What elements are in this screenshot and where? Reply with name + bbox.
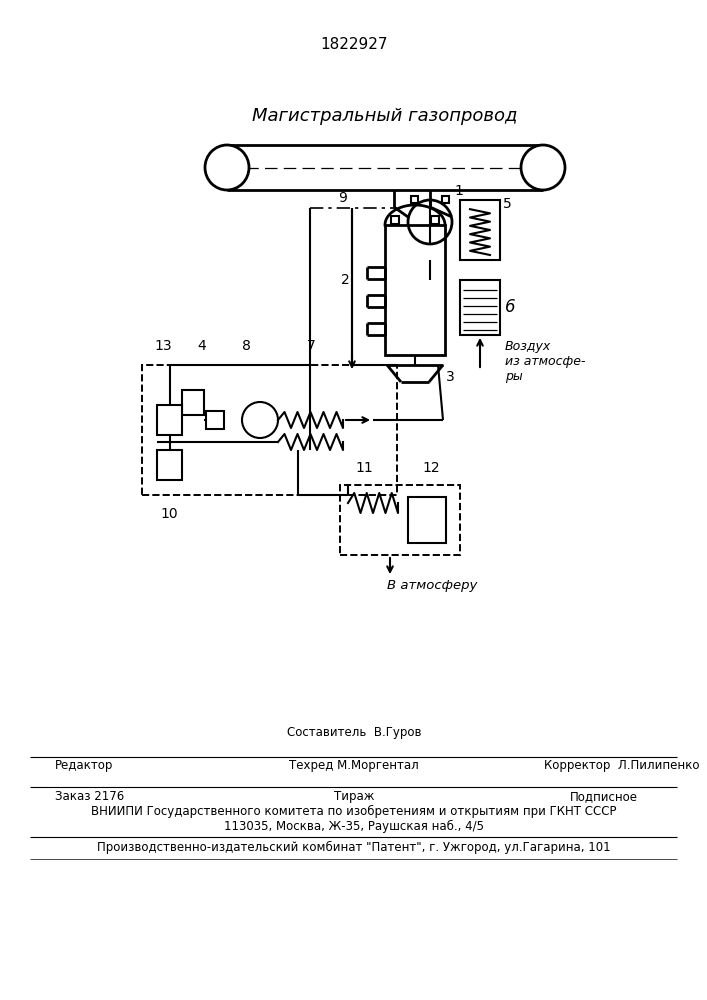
- Text: 13: 13: [154, 339, 172, 353]
- Bar: [460, 280, 500, 335]
- Text: 113035, Москва, Ж-35, Раушская наб., 4/5: 113035, Москва, Ж-35, Раушская наб., 4/5: [224, 820, 484, 833]
- Bar: [408, 497, 446, 543]
- Text: Составитель  В.Гуров: Составитель В.Гуров: [287, 726, 421, 739]
- Text: 6: 6: [505, 298, 515, 316]
- Text: 5: 5: [503, 197, 512, 211]
- Text: 2: 2: [341, 273, 350, 287]
- Text: В атмосферу: В атмосферу: [387, 579, 477, 592]
- Text: Заказ 2176: Заказ 2176: [55, 790, 124, 803]
- Text: Техред М.Моргентал: Техред М.Моргентал: [289, 759, 419, 772]
- Ellipse shape: [521, 145, 565, 190]
- Bar: [206, 411, 224, 429]
- Text: Магистральный газопровод: Магистральный газопровод: [252, 107, 518, 125]
- Bar: [157, 405, 182, 435]
- Text: 11: 11: [355, 461, 373, 475]
- Bar: [460, 200, 500, 260]
- Text: 1822927: 1822927: [320, 37, 387, 52]
- Text: 4: 4: [197, 339, 206, 353]
- Bar: [157, 450, 182, 480]
- Bar: [442, 196, 449, 203]
- Text: Подписное: Подписное: [570, 790, 638, 803]
- Text: 1: 1: [454, 184, 463, 198]
- Bar: [340, 485, 460, 555]
- Text: 8: 8: [242, 339, 251, 353]
- Ellipse shape: [205, 145, 249, 190]
- Bar: [142, 365, 397, 495]
- Text: 3: 3: [446, 370, 455, 384]
- Bar: [182, 390, 204, 415]
- Text: 9: 9: [338, 191, 347, 205]
- Bar: [431, 216, 439, 224]
- Text: 12: 12: [422, 461, 440, 475]
- Text: Корректор  Л.Пилипенко: Корректор Л.Пилипенко: [544, 759, 700, 772]
- Text: 10: 10: [160, 507, 177, 521]
- Text: 7: 7: [307, 339, 316, 353]
- Text: Редактор: Редактор: [55, 759, 113, 772]
- Text: Тираж: Тираж: [334, 790, 374, 803]
- Bar: [411, 196, 418, 203]
- Bar: [391, 216, 399, 224]
- Bar: [385, 225, 445, 355]
- Text: ВНИИПИ Государственного комитета по изобретениям и открытиям при ГКНТ СССР: ВНИИПИ Государственного комитета по изоб…: [91, 805, 617, 818]
- Text: Воздух
из атмосфе-
ры: Воздух из атмосфе- ры: [505, 340, 585, 383]
- Text: Производственно-издательский комбинат "Патент", г. Ужгород, ул.Гагарина, 101: Производственно-издательский комбинат "П…: [97, 841, 611, 854]
